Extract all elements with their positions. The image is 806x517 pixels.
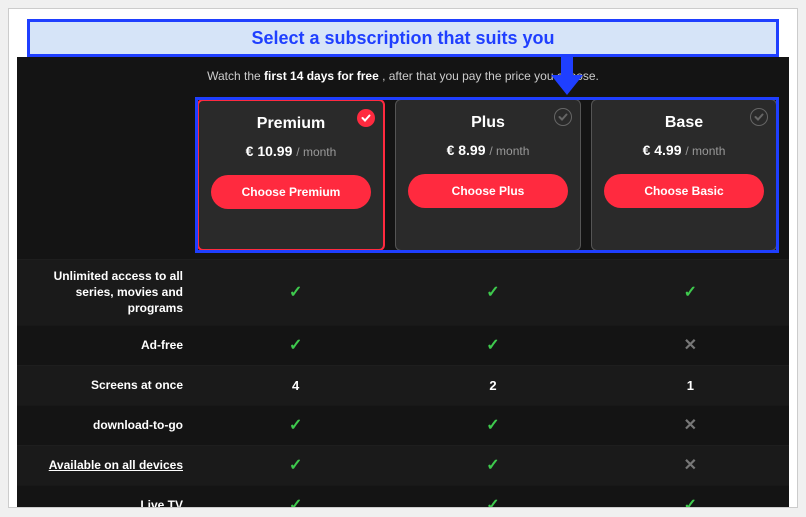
cross-icon: ✕ — [684, 417, 697, 434]
feature-label: Live TV — [17, 489, 197, 508]
promo-prefix: Watch the — [207, 69, 264, 83]
table-row: Available on all devices ✓ ✓ ✕ — [17, 445, 789, 485]
price-amount: € 4.99 — [643, 142, 682, 158]
plans-row: Premium € 10.99 / month Choose Premium P… — [197, 99, 777, 251]
callout-text: Select a subscription that suits you — [251, 28, 554, 49]
table-row: Unlimited access to all series, movies a… — [17, 259, 789, 325]
plan-card-premium[interactable]: Premium € 10.99 / month Choose Premium — [197, 99, 385, 251]
feature-cell-premium: ✓ — [197, 415, 394, 435]
feature-label: Screens at once — [17, 369, 197, 401]
table-row: download-to-go ✓ ✓ ✕ — [17, 405, 789, 445]
cross-icon: ✕ — [684, 457, 697, 474]
plan-price: € 4.99 / month — [643, 142, 726, 158]
tick-icon: ✓ — [684, 497, 697, 508]
feature-cell-plus: 2 — [394, 378, 591, 393]
table-row: Screens at once 4 2 1 — [17, 365, 789, 405]
feature-cell-plus: ✓ — [394, 282, 591, 302]
checkmark-icon — [357, 109, 375, 127]
feature-cell-plus: ✓ — [394, 335, 591, 355]
plan-card-plus[interactable]: Plus € 8.99 / month Choose Plus — [395, 99, 581, 251]
feature-cell-base: ✕ — [592, 415, 789, 435]
feature-cell-premium: ✓ — [197, 495, 394, 508]
checkmark-icon — [554, 108, 572, 126]
price-period: / month — [685, 144, 725, 158]
feature-cell-base: ✓ — [592, 495, 789, 508]
plan-card-base[interactable]: Base € 4.99 / month Choose Basic — [591, 99, 777, 251]
tick-icon: ✓ — [486, 497, 499, 508]
choose-plus-button[interactable]: Choose Plus — [408, 174, 568, 208]
pricing-app: Watch the first 14 days for free , after… — [17, 57, 789, 499]
tick-icon: ✓ — [289, 284, 302, 301]
feature-cell-base: ✕ — [592, 335, 789, 355]
promo-bold: first 14 days for free — [264, 69, 379, 83]
feature-label: Unlimited access to all series, movies a… — [17, 260, 197, 325]
feature-cell-plus: ✓ — [394, 455, 591, 475]
choose-premium-button[interactable]: Choose Premium — [211, 175, 371, 209]
checkmark-icon — [750, 108, 768, 126]
feature-value: 1 — [687, 378, 694, 393]
callout-banner: Select a subscription that suits you — [27, 19, 779, 57]
cross-icon: ✕ — [684, 337, 697, 354]
tick-icon: ✓ — [486, 457, 499, 474]
feature-value: 4 — [292, 378, 299, 393]
screenshot-frame: Select a subscription that suits you Wat… — [8, 8, 798, 508]
feature-label: download-to-go — [17, 409, 197, 441]
feature-label: Ad-free — [17, 329, 197, 361]
plan-price: € 10.99 / month — [246, 143, 337, 159]
tick-icon: ✓ — [289, 497, 302, 508]
price-period: / month — [489, 144, 529, 158]
tick-icon: ✓ — [289, 337, 302, 354]
price-amount: € 8.99 — [447, 142, 486, 158]
feature-cell-plus: ✓ — [394, 415, 591, 435]
price-period: / month — [296, 145, 336, 159]
choose-basic-button[interactable]: Choose Basic — [604, 174, 764, 208]
table-row: Ad-free ✓ ✓ ✕ — [17, 325, 789, 365]
tick-icon: ✓ — [486, 284, 499, 301]
tick-icon: ✓ — [289, 417, 302, 434]
feature-cell-premium: ✓ — [197, 335, 394, 355]
feature-cell-premium: ✓ — [197, 282, 394, 302]
features-table: Unlimited access to all series, movies a… — [17, 259, 789, 499]
feature-cell-base: ✓ — [592, 282, 789, 302]
feature-value: 2 — [489, 378, 496, 393]
tick-icon: ✓ — [684, 284, 697, 301]
tick-icon: ✓ — [289, 457, 302, 474]
plan-price: € 8.99 / month — [447, 142, 530, 158]
feature-cell-base: ✕ — [592, 455, 789, 475]
tick-icon: ✓ — [486, 337, 499, 354]
plan-name: Plus — [471, 114, 505, 132]
table-row: Live TV ✓ ✓ ✓ — [17, 485, 789, 508]
plan-name: Base — [665, 114, 703, 132]
feature-cell-plus: ✓ — [394, 495, 591, 508]
price-amount: € 10.99 — [246, 143, 293, 159]
arrow-icon — [547, 53, 587, 102]
plan-name: Premium — [257, 115, 325, 133]
feature-cell-base: 1 — [592, 378, 789, 393]
feature-label: Available on all devices — [17, 449, 197, 481]
tick-icon: ✓ — [486, 417, 499, 434]
feature-cell-premium: ✓ — [197, 455, 394, 475]
promo-text: Watch the first 14 days for free , after… — [17, 67, 789, 85]
feature-cell-premium: 4 — [197, 378, 394, 393]
